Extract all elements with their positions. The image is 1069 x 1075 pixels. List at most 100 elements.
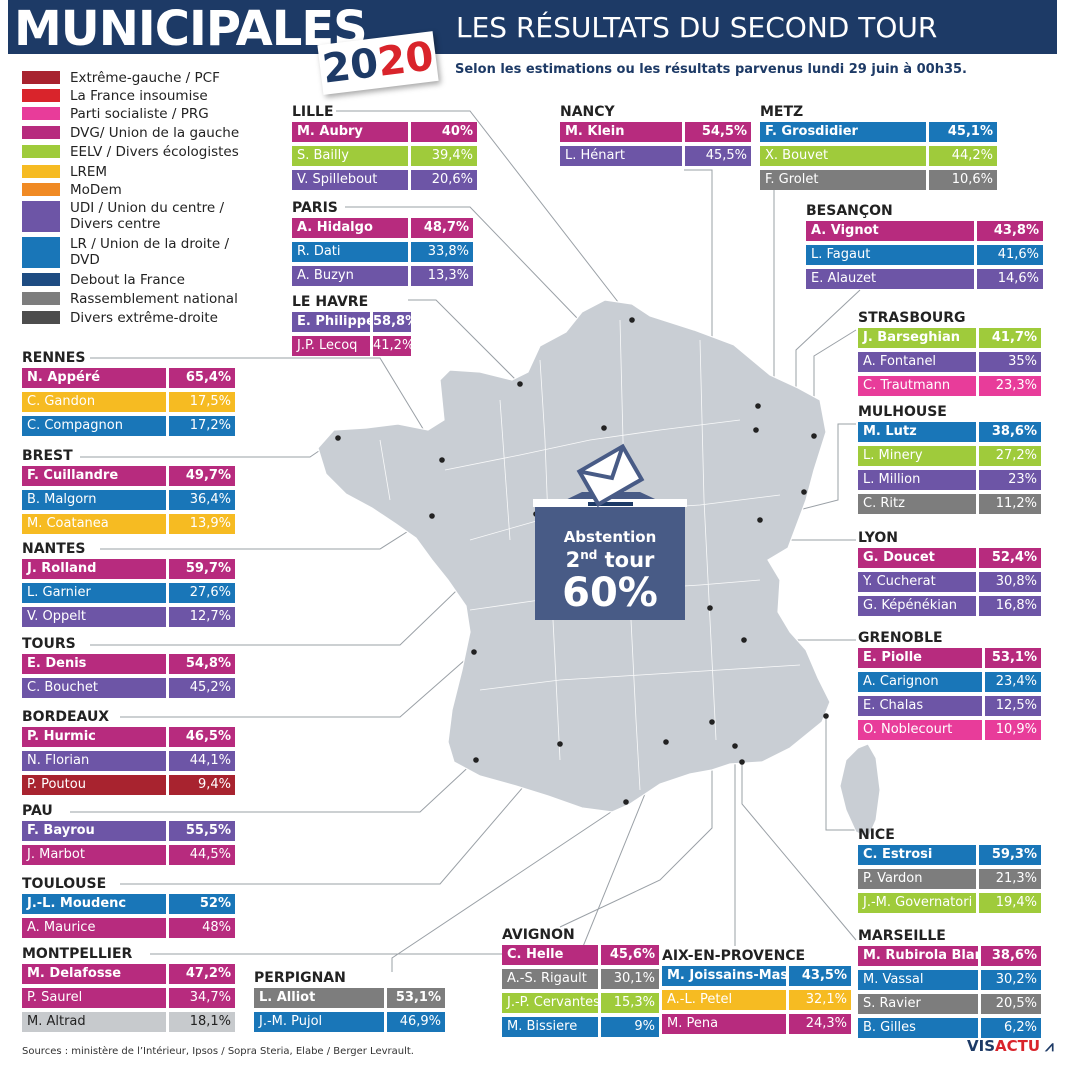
result-row: S. Ravier 20,5% <box>858 994 1041 1014</box>
vote-percentage: 52% <box>169 894 235 914</box>
candidate-name: N. Appéré <box>22 368 166 388</box>
vote-percentage: 10,9% <box>985 720 1041 740</box>
candidate-name: M. Bissiere <box>502 1017 598 1037</box>
candidate-name: L. Hénart <box>560 146 682 166</box>
candidate-name: C. Compagnon <box>22 416 166 436</box>
vote-percentage: 48% <box>169 918 235 938</box>
candidate-name: A. Buzyn <box>292 266 408 286</box>
city-dot <box>429 513 435 519</box>
city-name: NANCY <box>560 104 615 120</box>
city-mulhouse: MULHOUSE M. Lutz 38,6% L. Minery 27,2% L. Mil… <box>858 404 1041 514</box>
city-name: METZ <box>760 104 804 120</box>
vote-percentage: 16,8% <box>979 596 1041 616</box>
result-row: V. Spillebout 20,6% <box>292 170 477 190</box>
candidate-name: M. Delafosse <box>22 964 166 984</box>
result-row: C. Helle 45,6% <box>502 945 659 965</box>
candidate-name: E. Piolle <box>858 648 982 668</box>
result-row: C. Bouchet 45,2% <box>22 678 235 698</box>
result-row: M. Bissiere 9% <box>502 1017 659 1037</box>
legend-swatch <box>22 89 60 102</box>
result-row: L. Fagaut 41,6% <box>806 245 1043 265</box>
candidate-name: M. Joissains-Masini <box>662 966 786 986</box>
vote-percentage: 30,1% <box>601 969 659 989</box>
city-dot <box>732 743 738 749</box>
candidate-name: V. Oppelt <box>22 607 166 627</box>
candidate-name: O. Noblecourt <box>858 720 982 740</box>
result-row: J.-M. Pujol 46,9% <box>254 1012 445 1032</box>
candidate-name: M. Coatanea <box>22 514 166 534</box>
abstention-tour-num: 2 <box>565 548 581 572</box>
result-row: S. Bailly 39,4% <box>292 146 477 166</box>
result-row: P. Vardon 21,3% <box>858 869 1041 889</box>
vote-percentage: 36,4% <box>169 490 235 510</box>
result-row: A. Buzyn 13,3% <box>292 266 473 286</box>
city-avignon: AVIGNON C. Helle 45,6% A.-S. Rigault 30,1% J.… <box>502 927 659 1037</box>
city-name: LYON <box>858 530 898 546</box>
result-row: M. Coatanea 13,9% <box>22 514 235 534</box>
result-row: V. Oppelt 12,7% <box>22 607 235 627</box>
legend-swatch <box>22 165 60 178</box>
result-row: J. Rolland 59,7% <box>22 559 235 579</box>
legend-label: EELV / Divers écologistes <box>70 144 239 160</box>
vote-percentage: 11,2% <box>979 494 1041 514</box>
candidate-name: C. Ritz <box>858 494 976 514</box>
vote-percentage: 47,2% <box>169 964 235 984</box>
city-dot <box>753 427 759 433</box>
candidate-name: M. Lutz <box>858 422 976 442</box>
vote-percentage: 30,2% <box>981 970 1041 990</box>
result-row: C. Trautmann 23,3% <box>858 376 1041 396</box>
vote-percentage: 44,5% <box>169 845 235 865</box>
city-montpellier: MONTPELLIER M. Delafosse 47,2% P. Saurel 34,… <box>22 946 235 1032</box>
vote-percentage: 40% <box>411 122 477 142</box>
city-name: LE HAVRE <box>292 294 369 310</box>
brand-mark-icon: ⩘ <box>1045 1037 1054 1055</box>
abstention-title: Abstention <box>563 528 657 546</box>
result-row: L. Alliot 53,1% <box>254 988 445 1008</box>
legend-swatch <box>22 183 60 196</box>
candidate-name: C. Estrosi <box>858 845 976 865</box>
leader-line <box>90 357 443 461</box>
vote-percentage: 41,7% <box>979 328 1041 348</box>
abstention-tour-sup: nd <box>580 548 598 562</box>
candidate-name: C. Helle <box>502 945 598 965</box>
city-dot <box>335 435 341 441</box>
city-nice: NICE C. Estrosi 59,3% P. Vardon 21,3% J.-M. G… <box>858 827 1041 913</box>
vote-percentage: 53,1% <box>387 988 445 1008</box>
city-rennes: RENNES N. Appéré 65,4% C. Gandon 17,5% C. Com… <box>22 350 235 436</box>
result-row: F. Bayrou 55,5% <box>22 821 235 841</box>
candidate-name: F. Cuillandre <box>22 466 166 486</box>
vote-percentage: 45,6% <box>601 945 659 965</box>
vote-percentage: 13,9% <box>169 514 235 534</box>
city-dot <box>709 719 715 725</box>
result-row: B. Gilles 6,2% <box>858 1018 1041 1038</box>
vote-percentage: 24,3% <box>789 1014 851 1034</box>
vote-percentage: 46,5% <box>169 727 235 747</box>
abstention-value: 60% <box>562 570 658 616</box>
candidate-name: M. Altrad <box>22 1012 166 1032</box>
candidate-name: F. Grosdidier <box>760 122 926 142</box>
city-dot <box>663 739 669 745</box>
candidate-name: N. Florian <box>22 751 166 771</box>
result-row: A. Carignon 23,4% <box>858 672 1041 692</box>
city-metz: METZ F. Grosdidier 45,1% X. Bouvet 44,2% F. G… <box>760 104 997 190</box>
vote-percentage: 41,2% <box>373 336 414 356</box>
city-name: NICE <box>858 827 895 843</box>
candidate-name: A. Carignon <box>858 672 982 692</box>
city-grenoble: GRENOBLE E. Piolle 53,1% A. Carignon 23,4% E.… <box>858 630 1041 740</box>
legend-label: LREM <box>70 164 108 180</box>
page-subtitle: LES RÉSULTATS DU SECOND TOUR <box>456 11 938 44</box>
legend-swatch <box>22 126 60 139</box>
result-row: G. Képénékian 16,8% <box>858 596 1041 616</box>
candidate-name: J. Marbot <box>22 845 166 865</box>
legend-swatch <box>22 292 60 305</box>
candidate-name: J.-P. Cervantes <box>502 993 598 1013</box>
vote-percentage: 44,2% <box>929 146 997 166</box>
result-row: E. Denis 54,8% <box>22 654 235 674</box>
result-row: J.-P. Cervantes 15,3% <box>502 993 659 1013</box>
vote-percentage: 52,4% <box>979 548 1041 568</box>
result-row: M. Klein 54,5% <box>560 122 751 142</box>
result-row: Y. Cucherat 30,8% <box>858 572 1041 592</box>
candidate-name: E. Alauzet <box>806 269 974 289</box>
header-band <box>8 0 1057 54</box>
